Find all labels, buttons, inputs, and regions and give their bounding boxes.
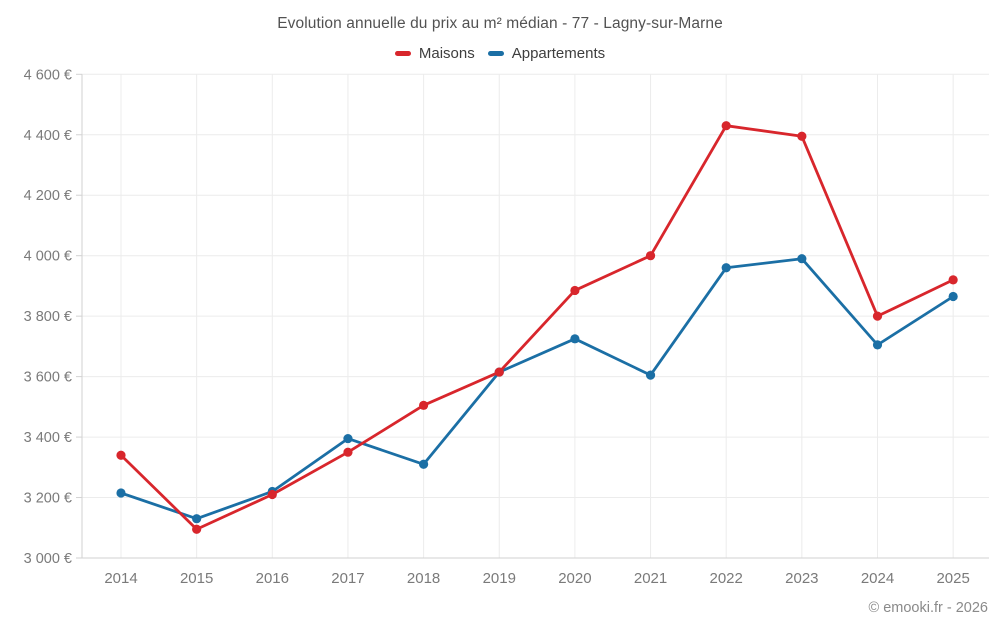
point-maisons-2017[interactable] bbox=[343, 447, 353, 457]
x-axis-label-2025: 2025 bbox=[936, 570, 969, 587]
x-axis-label-2014: 2014 bbox=[104, 570, 137, 587]
point-appartements-2022[interactable] bbox=[721, 263, 731, 273]
y-axis-label-3800: 3 800 € bbox=[24, 309, 72, 325]
point-maisons-2025[interactable] bbox=[948, 275, 958, 285]
legend-swatch-appartements-icon bbox=[487, 51, 504, 56]
point-appartements-2015[interactable] bbox=[192, 514, 202, 524]
point-maisons-2022[interactable] bbox=[721, 121, 731, 131]
point-appartements-2018[interactable] bbox=[419, 459, 429, 469]
y-axis-label-3400: 3 400 € bbox=[24, 430, 72, 446]
point-maisons-2020[interactable] bbox=[570, 285, 580, 296]
y-axis-label-3600: 3 600 € bbox=[24, 370, 72, 386]
legend-label-maisons: Maisons bbox=[418, 45, 475, 62]
point-maisons-2019[interactable] bbox=[494, 367, 504, 377]
legend-item-maisons[interactable]: Maisons bbox=[394, 45, 475, 62]
attribution: © emooki.fr - 2026 bbox=[868, 600, 988, 616]
line-appartements bbox=[119, 257, 955, 521]
point-maisons-2023[interactable] bbox=[797, 131, 807, 141]
legend-swatch-maisons-icon bbox=[394, 51, 411, 56]
point-appartements-2025[interactable] bbox=[948, 291, 958, 302]
point-appartements-2021[interactable] bbox=[645, 370, 656, 380]
x-axis-label-2023: 2023 bbox=[785, 570, 818, 587]
y-axis-label-3200: 3 200 € bbox=[24, 491, 72, 507]
chart-title: Evolution annuelle du prix au m² médian … bbox=[277, 15, 723, 32]
point-appartements-2024[interactable] bbox=[872, 340, 883, 350]
x-axis-label-2024: 2024 bbox=[861, 570, 894, 587]
point-appartements-2017[interactable] bbox=[343, 433, 353, 444]
x-axis-label-2015: 2015 bbox=[180, 570, 213, 587]
point-maisons-2016[interactable] bbox=[267, 489, 277, 500]
x-axis-label-2017: 2017 bbox=[331, 570, 364, 587]
chart-legend: Maisons Appartements bbox=[0, 45, 1000, 62]
legend-label-appartements: Appartements bbox=[511, 45, 606, 62]
point-appartements-2020[interactable] bbox=[570, 334, 580, 344]
point-maisons-2024[interactable] bbox=[872, 311, 883, 321]
x-axis-label-2022: 2022 bbox=[710, 570, 743, 587]
y-axis-label-4600: 4 600 € bbox=[24, 67, 72, 83]
y-axis-label-4000: 4 000 € bbox=[24, 249, 72, 265]
point-maisons-2015[interactable] bbox=[192, 524, 202, 534]
point-appartements-2014[interactable] bbox=[116, 488, 126, 498]
point-maisons-2014[interactable] bbox=[116, 450, 126, 460]
y-axis-label-3000: 3 000 € bbox=[24, 551, 72, 567]
point-appartements-2023[interactable] bbox=[797, 254, 807, 264]
x-axis-label-2018: 2018 bbox=[407, 570, 440, 587]
y-axis-label-4400: 4 400 € bbox=[24, 128, 72, 144]
x-axis-label-2020: 2020 bbox=[558, 570, 591, 587]
point-maisons-2021[interactable] bbox=[645, 251, 656, 261]
x-axis-label-2021: 2021 bbox=[634, 570, 667, 587]
legend-item-appartements[interactable]: Appartements bbox=[487, 45, 606, 62]
line-maisons bbox=[119, 124, 955, 531]
x-axis-label-2016: 2016 bbox=[256, 570, 289, 587]
y-axis-label-4200: 4 200 € bbox=[24, 188, 72, 204]
x-axis-label-2019: 2019 bbox=[483, 570, 516, 587]
point-maisons-2018[interactable] bbox=[419, 400, 429, 410]
